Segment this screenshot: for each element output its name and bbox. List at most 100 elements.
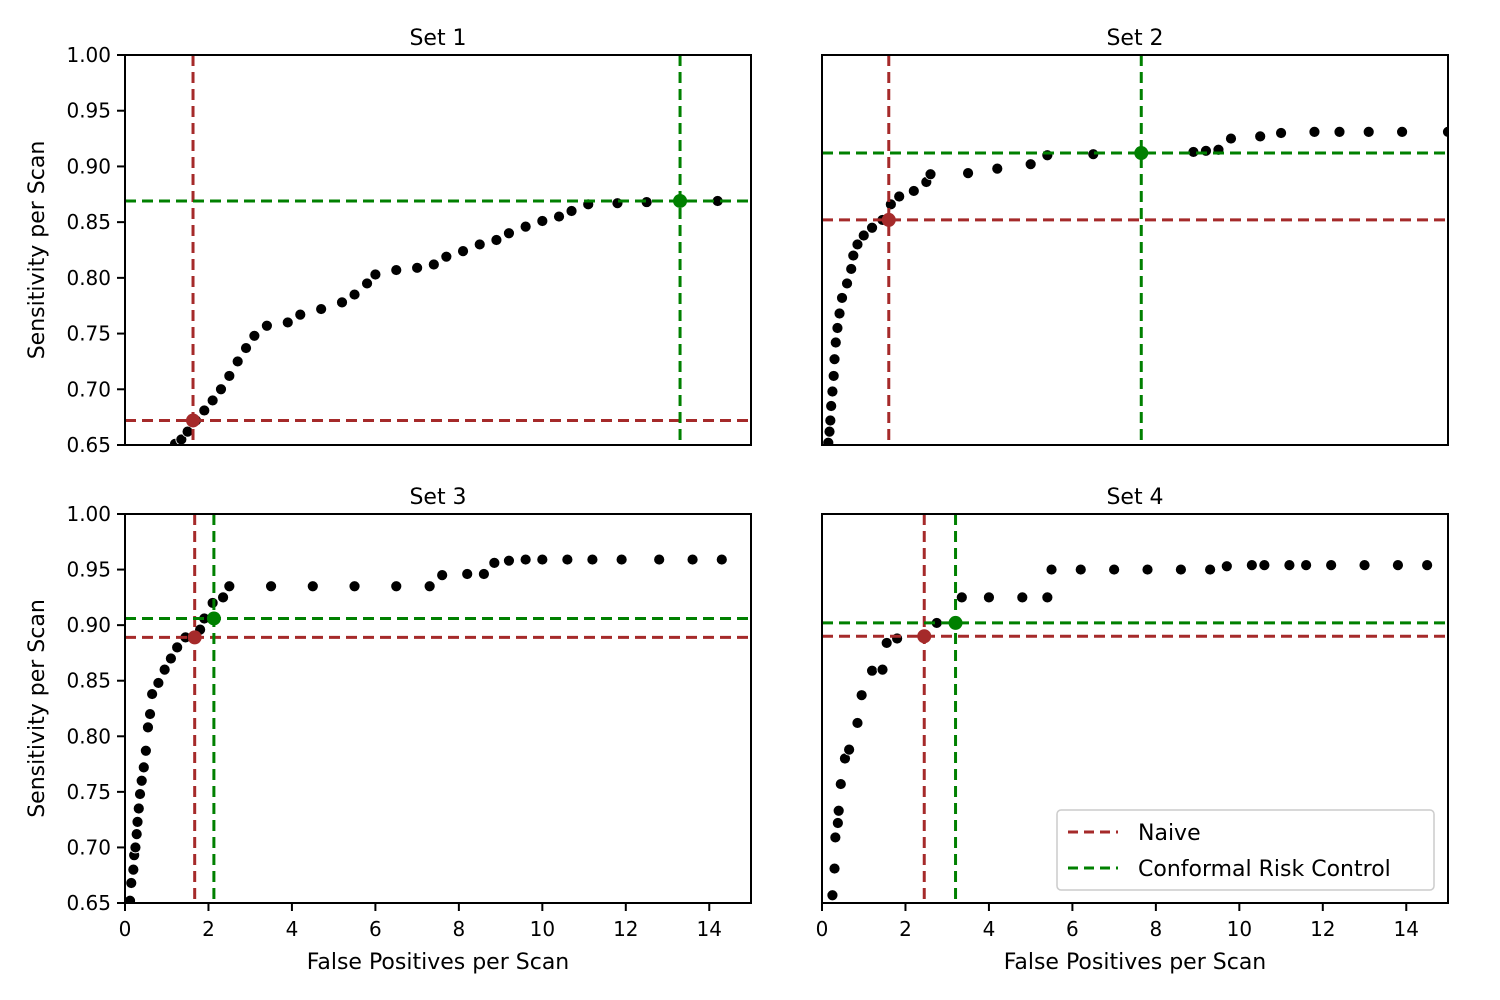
data-point bbox=[1333, 125, 1346, 138]
plot-area bbox=[822, 514, 1448, 903]
x-tick-label: 6 bbox=[1066, 917, 1079, 941]
data-point bbox=[127, 863, 140, 876]
data-point bbox=[223, 580, 236, 593]
y-tick-label: 0.70 bbox=[66, 377, 111, 401]
data-point bbox=[423, 580, 436, 593]
legend-naive-label: Naive bbox=[1138, 821, 1201, 846]
data-point bbox=[265, 580, 277, 593]
y-tick-label: 0.65 bbox=[66, 891, 111, 915]
data-point bbox=[488, 557, 501, 569]
data-point bbox=[139, 744, 152, 757]
naive-point bbox=[917, 629, 932, 644]
data-point bbox=[135, 774, 148, 787]
x-tick-label: 14 bbox=[1394, 917, 1419, 941]
naive-point bbox=[187, 630, 202, 645]
data-point bbox=[855, 689, 868, 702]
data-point bbox=[822, 436, 835, 445]
data-point bbox=[825, 400, 838, 412]
crc-point bbox=[673, 193, 688, 208]
data-point bbox=[1041, 591, 1054, 604]
data-point bbox=[565, 205, 578, 217]
data-point bbox=[1220, 560, 1233, 573]
data-point bbox=[473, 238, 486, 251]
legend: Naive Conformal Risk Control bbox=[1056, 809, 1435, 891]
data-point bbox=[248, 329, 261, 342]
data-point bbox=[1392, 559, 1404, 572]
y-tick-label: 0.95 bbox=[66, 99, 111, 123]
data-point bbox=[826, 889, 839, 902]
data-point bbox=[132, 802, 145, 815]
data-point bbox=[206, 394, 219, 407]
data-point bbox=[615, 553, 628, 566]
data-point bbox=[983, 591, 995, 604]
data-point bbox=[125, 877, 138, 889]
data-point bbox=[306, 580, 319, 593]
legend-crc-label: Conformal Risk Control bbox=[1138, 857, 1391, 882]
panel-1: Set 1 1.00 0.95 0.90 0.85 0.80 0.75 0.70 0.65 Sen… bbox=[25, 26, 752, 457]
x-tick-label: 2 bbox=[202, 917, 215, 941]
data-point bbox=[857, 229, 870, 242]
data-point bbox=[158, 663, 171, 676]
data-point bbox=[361, 277, 373, 290]
data-point bbox=[832, 804, 845, 817]
y-tick-label: 0.85 bbox=[66, 669, 111, 693]
axes-frame bbox=[124, 513, 752, 904]
data-point bbox=[1421, 559, 1434, 572]
y-tick-label: 0.80 bbox=[66, 724, 111, 748]
data-point bbox=[851, 238, 864, 251]
x-tick-label: 8 bbox=[452, 917, 465, 941]
crc-point bbox=[948, 615, 963, 630]
data-point bbox=[831, 322, 844, 334]
data-point bbox=[198, 404, 211, 417]
data-point bbox=[348, 580, 361, 593]
x-tick-label: 14 bbox=[697, 917, 722, 941]
data-point bbox=[281, 316, 294, 329]
data-point bbox=[152, 677, 165, 689]
data-point bbox=[181, 425, 194, 438]
data-point bbox=[829, 336, 842, 349]
panel-title: Set 3 bbox=[409, 485, 466, 510]
data-point bbox=[847, 249, 860, 262]
panel-title: Set 4 bbox=[1106, 485, 1163, 510]
data-point bbox=[866, 664, 878, 677]
y-tick-label: 0.75 bbox=[66, 322, 111, 346]
data-point bbox=[146, 688, 159, 700]
data-point bbox=[876, 663, 889, 676]
y-axis-label: Sensitivity per Scan bbox=[25, 141, 50, 360]
data-point bbox=[260, 319, 273, 332]
data-point bbox=[1362, 125, 1375, 138]
data-point bbox=[1200, 144, 1212, 157]
data-point bbox=[1225, 132, 1237, 145]
data-point bbox=[440, 250, 453, 263]
data-point bbox=[1300, 559, 1313, 572]
data-point bbox=[1308, 125, 1321, 138]
data-point bbox=[686, 553, 699, 566]
data-point bbox=[1141, 563, 1154, 576]
axes-frame bbox=[821, 54, 1449, 446]
x-tick-label: 2 bbox=[899, 917, 912, 941]
data-point bbox=[1041, 149, 1054, 162]
data-point bbox=[125, 894, 136, 903]
x-tick-label: 0 bbox=[119, 917, 132, 941]
data-point bbox=[142, 721, 154, 734]
y-tick-label: 0.90 bbox=[66, 613, 111, 637]
x-tick-label: 12 bbox=[613, 917, 638, 941]
data-point bbox=[411, 261, 424, 274]
data-point bbox=[891, 632, 904, 645]
y-tick-label: 1.00 bbox=[66, 502, 111, 526]
data-point bbox=[165, 652, 177, 665]
data-point bbox=[653, 553, 666, 566]
data-point bbox=[715, 553, 728, 566]
axes-frame bbox=[821, 513, 1449, 904]
data-point bbox=[215, 383, 227, 396]
data-point bbox=[144, 708, 156, 720]
data-point bbox=[436, 569, 449, 582]
panel-title: Set 1 bbox=[409, 26, 466, 51]
data-point bbox=[1283, 559, 1296, 572]
x-tick-label: 10 bbox=[530, 917, 555, 941]
data-point bbox=[503, 554, 515, 567]
y-tick-label: 1.00 bbox=[66, 43, 111, 67]
data-point bbox=[841, 277, 853, 290]
data-point bbox=[1442, 125, 1448, 138]
